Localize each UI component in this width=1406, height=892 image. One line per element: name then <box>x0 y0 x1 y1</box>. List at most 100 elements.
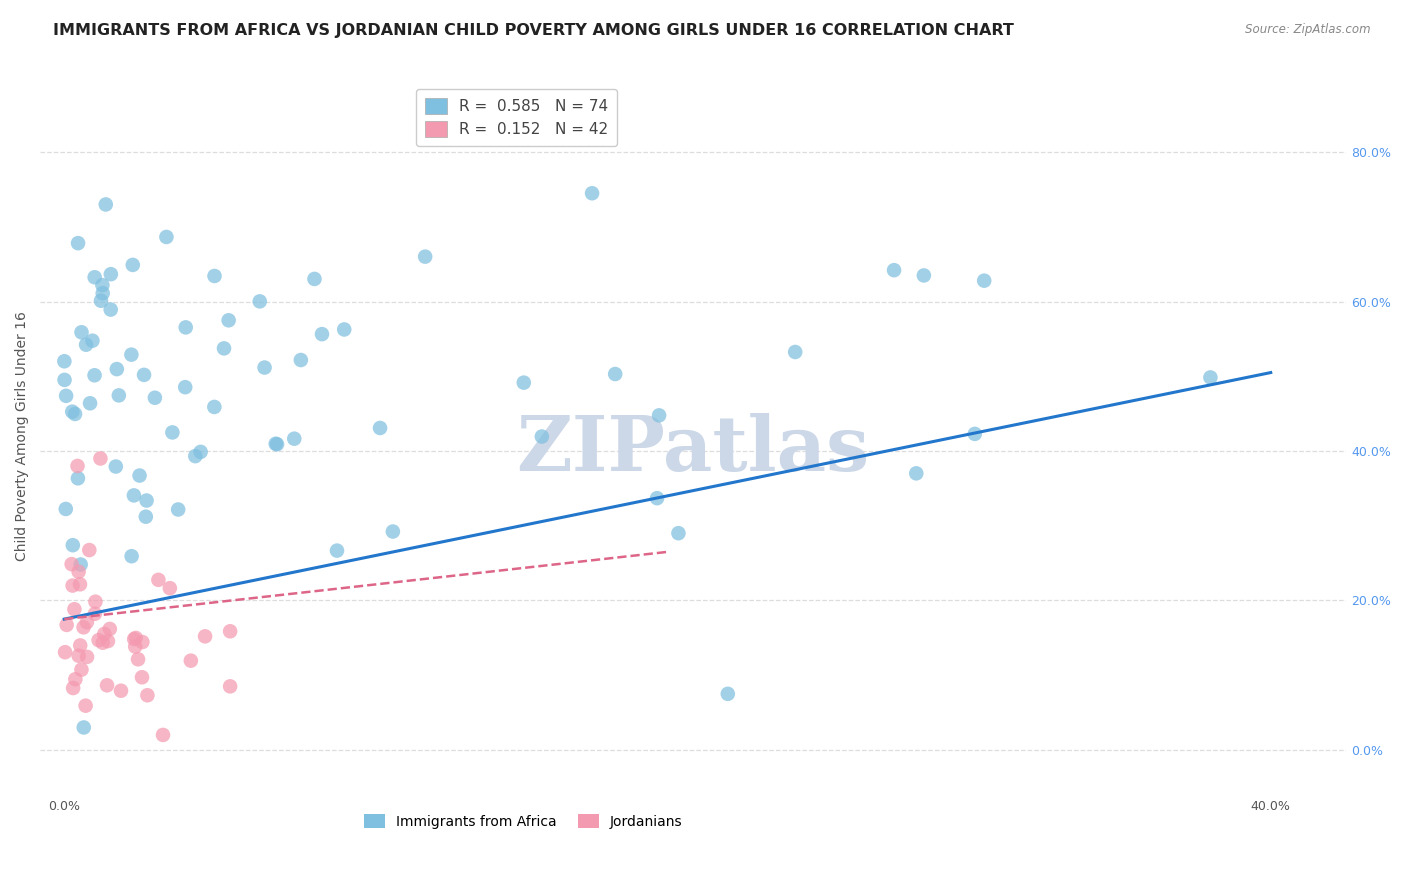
Point <box>204 268 226 283</box>
Point <box>73 721 96 735</box>
Y-axis label: Child Poverty Among Girls Under 16: Child Poverty Among Girls Under 16 <box>15 311 30 561</box>
Point <box>96 678 118 692</box>
Point <box>82 334 104 348</box>
Point <box>89 451 111 466</box>
Point <box>83 270 105 285</box>
Point <box>62 681 84 695</box>
Point <box>184 449 207 463</box>
Point <box>63 602 86 616</box>
Point <box>55 389 77 403</box>
Point <box>219 624 242 639</box>
Point <box>69 577 91 591</box>
Point <box>290 353 312 368</box>
Point <box>174 380 197 394</box>
Point <box>381 524 404 539</box>
Point <box>75 698 97 713</box>
Point <box>91 286 114 301</box>
Point <box>152 728 174 742</box>
Point <box>79 396 101 410</box>
Point <box>125 631 148 645</box>
Point <box>136 688 159 702</box>
Point <box>530 429 553 443</box>
Point <box>131 670 153 684</box>
Point <box>65 672 87 686</box>
Point <box>212 342 235 356</box>
Point <box>72 620 94 634</box>
Point <box>90 293 112 308</box>
Point <box>304 272 326 286</box>
Point <box>67 236 90 251</box>
Point <box>53 354 76 368</box>
Point <box>67 648 90 663</box>
Point <box>194 629 217 643</box>
Point <box>93 627 115 641</box>
Point <box>98 622 121 636</box>
Point <box>66 458 89 473</box>
Point <box>62 538 84 552</box>
Point <box>110 683 132 698</box>
Point <box>66 471 89 485</box>
Point <box>180 654 202 668</box>
Point <box>63 407 86 421</box>
Point <box>132 368 155 382</box>
Point <box>105 362 128 376</box>
Point <box>283 432 305 446</box>
Point <box>69 639 91 653</box>
Point <box>127 652 149 666</box>
Point <box>122 632 145 646</box>
Point <box>84 607 107 621</box>
Point <box>155 230 177 244</box>
Point <box>645 491 668 506</box>
Point <box>148 573 170 587</box>
Point <box>326 543 349 558</box>
Text: ZIPatlas: ZIPatlas <box>516 413 870 487</box>
Point <box>83 368 105 383</box>
Point <box>76 615 98 630</box>
Point <box>513 376 536 390</box>
Point <box>60 405 83 419</box>
Point <box>131 635 153 649</box>
Point <box>76 649 98 664</box>
Point <box>100 302 122 317</box>
Point <box>122 488 145 502</box>
Point <box>264 436 287 450</box>
Point <box>62 578 84 592</box>
Point <box>143 391 166 405</box>
Point <box>135 493 157 508</box>
Point <box>121 258 143 272</box>
Point <box>368 421 391 435</box>
Point <box>121 549 143 564</box>
Point <box>69 558 91 572</box>
Point <box>883 263 905 277</box>
Point <box>219 679 242 693</box>
Point <box>55 502 77 516</box>
Point <box>785 345 807 359</box>
Point <box>55 618 77 632</box>
Point <box>905 467 928 481</box>
Point <box>104 459 127 474</box>
Point <box>202 400 225 414</box>
Point <box>53 645 76 659</box>
Text: IMMIGRANTS FROM AFRICA VS JORDANIAN CHILD POVERTY AMONG GIRLS UNDER 16 CORRELATI: IMMIGRANTS FROM AFRICA VS JORDANIAN CHIL… <box>53 23 1014 38</box>
Point <box>128 468 150 483</box>
Point <box>912 268 935 283</box>
Point <box>91 636 114 650</box>
Point <box>648 409 671 423</box>
Point <box>100 267 122 281</box>
Point <box>60 557 83 571</box>
Point <box>79 543 101 558</box>
Point <box>108 388 131 402</box>
Point <box>167 502 190 516</box>
Legend: Immigrants from Africa, Jordanians: Immigrants from Africa, Jordanians <box>359 808 688 834</box>
Point <box>70 326 93 340</box>
Point <box>581 186 603 201</box>
Point <box>162 425 184 440</box>
Point <box>124 640 146 654</box>
Point <box>668 526 690 541</box>
Point <box>253 360 276 375</box>
Point <box>174 320 197 334</box>
Point <box>135 509 157 524</box>
Point <box>1199 370 1222 384</box>
Point <box>717 687 740 701</box>
Point <box>249 294 271 309</box>
